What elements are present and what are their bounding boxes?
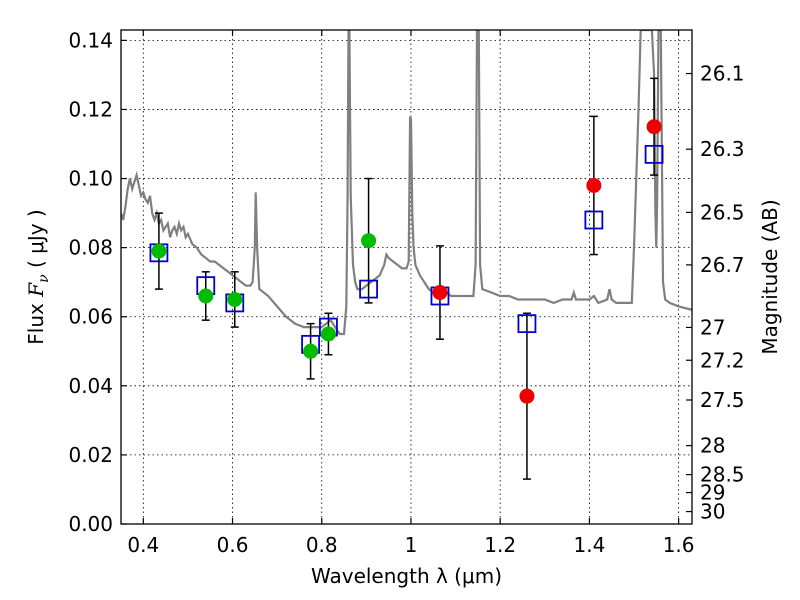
errorbar-layer — [154, 77, 659, 480]
x-tick-label: 1.4 — [573, 533, 605, 557]
x-tick-label: 1 — [405, 533, 418, 557]
y-axis-title: Flux Fν ( μJy ) — [24, 209, 52, 344]
observed-point-green — [151, 243, 167, 259]
axis-ticks: 0.4 0.6 0.8 1 1.2 1.4 1.6 0.00 0.02 0.04 0.06 0.08 0… — [68, 28, 744, 557]
observed-point-green — [227, 291, 243, 307]
marker-layer — [149, 119, 664, 404]
x-axis-title: Wavelength λ (μm) — [311, 564, 502, 588]
observed-point-red — [646, 119, 662, 135]
observed-point-red — [432, 285, 448, 301]
right-tick-label: 26.3 — [700, 137, 745, 161]
right-tick-label: 27 — [700, 315, 725, 339]
x-tick-label: 0.4 — [127, 533, 159, 557]
right-tick-label: 28 — [700, 434, 725, 458]
observed-point-green — [303, 343, 319, 359]
right-tick-label: 30 — [700, 500, 725, 524]
y-tick-label: 0.06 — [68, 305, 113, 329]
x-tick-label: 1.2 — [484, 533, 516, 557]
y-tick-label: 0.10 — [68, 167, 113, 191]
y-axis-title-subscript: ν — [36, 274, 52, 283]
y-axis-title-tail: ( μJy ) — [24, 209, 48, 274]
plot-frame — [120, 29, 693, 525]
observed-point-green — [361, 233, 377, 249]
right-tick-label: 27.5 — [700, 388, 745, 412]
x-tick-label: 0.8 — [306, 533, 338, 557]
y-tick-label: 0.00 — [68, 512, 113, 536]
model-point-square — [584, 210, 604, 230]
model-point-square — [359, 279, 378, 299]
spectrum-layer — [121, 30, 692, 336]
y-tick-label: 0.14 — [68, 28, 113, 52]
spectrum-line — [121, 30, 692, 336]
right-tick-label: 26.5 — [700, 200, 745, 224]
right-axis-title: Magnitude (AB) — [758, 199, 782, 354]
right-tick-label: 27.2 — [700, 348, 745, 372]
y-tick-label: 0.12 — [68, 97, 113, 121]
right-tick-label: 26.7 — [700, 253, 745, 277]
observed-point-green — [320, 326, 336, 342]
right-tick-label: 28.5 — [700, 463, 745, 487]
y-axis-title-lead: Flux — [24, 297, 48, 345]
model-point-square — [517, 314, 537, 334]
observed-point-green — [198, 288, 214, 304]
observed-point-red — [586, 177, 602, 193]
right-tick-label: 26.1 — [700, 62, 745, 86]
x-tick-label: 1.6 — [663, 533, 695, 557]
y-tick-label: 0.04 — [68, 374, 113, 398]
y-tick-label: 0.08 — [68, 236, 113, 260]
y-axis-title-symbol: F — [24, 282, 48, 298]
observed-point-red — [519, 388, 535, 404]
model-point-square — [644, 144, 664, 164]
y-tick-label: 0.02 — [68, 443, 113, 467]
x-tick-label: 0.6 — [217, 533, 249, 557]
right-tick-label: 29 — [700, 481, 725, 505]
